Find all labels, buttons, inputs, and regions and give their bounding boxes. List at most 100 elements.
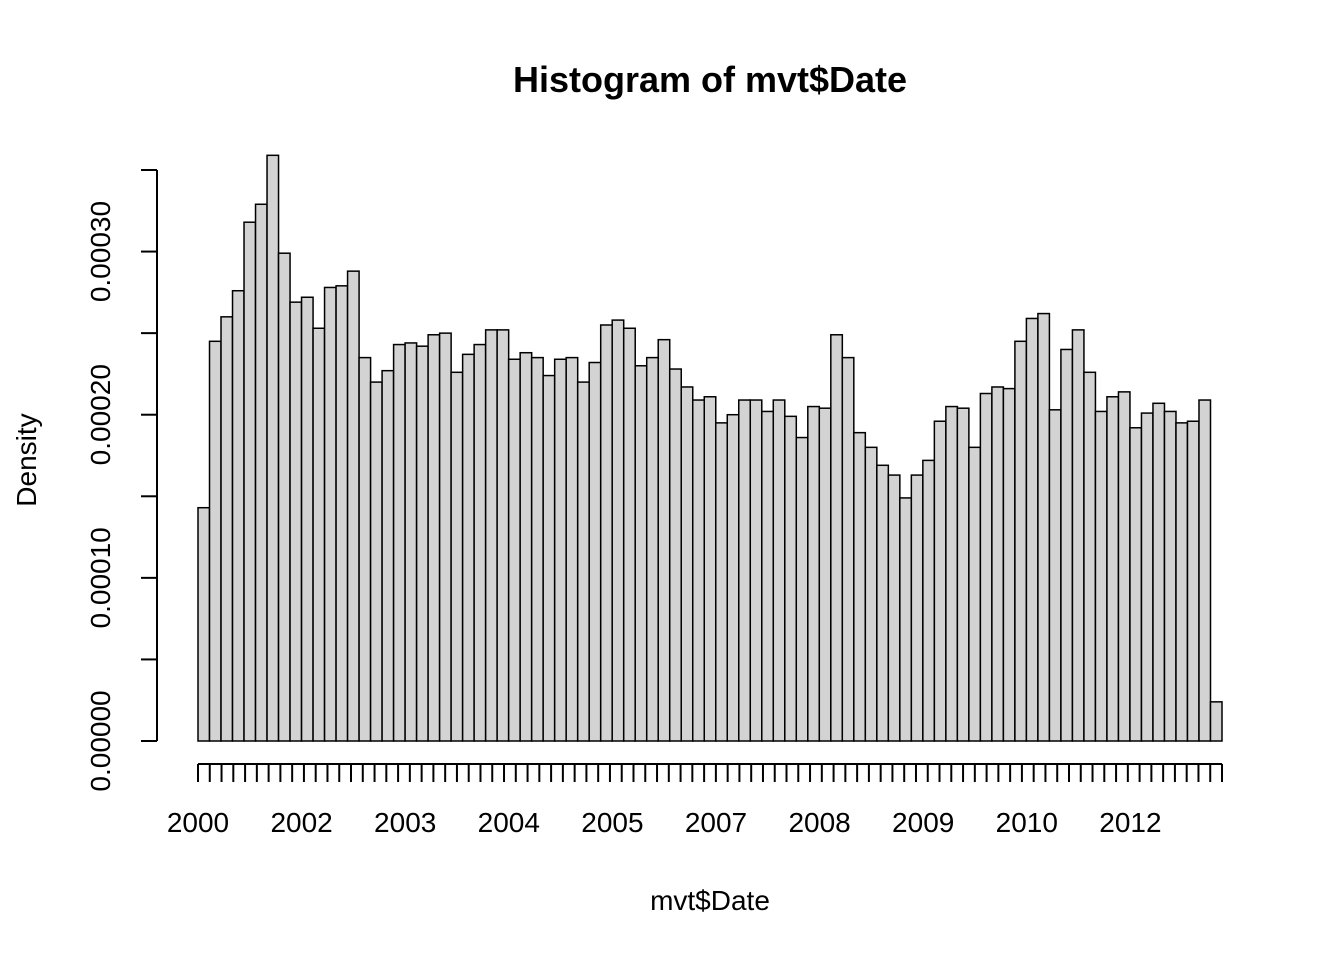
y-axis: 0.00000 0.00010 0.00020 0.00030 <box>85 169 158 792</box>
histogram-bar <box>1140 412 1154 742</box>
histogram-bar <box>243 221 257 742</box>
histogram-bar <box>450 371 464 742</box>
histogram-bar <box>1129 427 1143 742</box>
histogram-bar <box>968 446 982 742</box>
histogram-bar <box>1025 317 1039 742</box>
histogram-bar <box>1094 410 1108 742</box>
histogram-bar <box>415 345 429 742</box>
x-axis-label: mvt$Date <box>650 885 770 916</box>
histogram-bar <box>277 252 291 742</box>
histogram-bar <box>622 327 636 742</box>
histogram-bar <box>438 332 452 742</box>
histogram-bar <box>1048 409 1062 742</box>
histogram-bar <box>266 154 280 742</box>
histogram-bar <box>1163 410 1177 742</box>
histogram-bar <box>461 353 475 742</box>
histogram-bar <box>668 368 682 742</box>
x-axis: 2000 2002 2003 2004 2005 2007 2008 2009 2010 2012 <box>167 763 1223 838</box>
x-tick-label: 2000 <box>167 807 229 838</box>
y-tick-label: 0.00000 <box>85 690 116 791</box>
histogram-bar <box>818 407 832 742</box>
histogram-bar <box>979 392 993 742</box>
histogram-bar <box>749 399 763 742</box>
histogram-bar <box>220 316 234 742</box>
histogram-bar <box>645 356 659 742</box>
histogram-bar <box>807 405 821 742</box>
histogram-bar <box>841 356 855 742</box>
y-tick-label: 0.00030 <box>85 201 116 302</box>
histogram-bar <box>991 386 1005 742</box>
x-tick-label: 2008 <box>788 807 850 838</box>
histogram-bar <box>772 399 786 742</box>
x-tick-label: 2012 <box>1099 807 1161 838</box>
x-tick-label: 2002 <box>270 807 332 838</box>
histogram-bar <box>312 327 326 742</box>
histogram-bar <box>519 351 533 742</box>
histogram-bar <box>1002 387 1016 742</box>
histogram-bar <box>576 381 590 742</box>
histogram-bar <box>864 446 878 742</box>
histogram-bar <box>1186 420 1200 742</box>
histogram-bar <box>784 415 798 742</box>
y-tick-label: 0.00020 <box>85 364 116 465</box>
bars-group <box>197 154 1223 742</box>
histogram-bar <box>761 410 775 742</box>
histogram-bar <box>1209 701 1223 742</box>
histogram-bar <box>691 399 705 742</box>
histogram-bar <box>1198 399 1212 742</box>
histogram-bar <box>1152 402 1166 742</box>
histogram-bar <box>427 334 441 742</box>
histogram-bar <box>197 506 211 742</box>
y-axis-label: Density <box>11 413 42 506</box>
histogram-bar <box>542 374 556 742</box>
histogram-bar <box>611 319 625 742</box>
histogram-bar <box>1175 422 1189 742</box>
histogram-bar <box>346 270 360 742</box>
histogram-bar <box>507 358 521 742</box>
histogram-bar <box>657 338 671 742</box>
histogram-bar <box>1117 391 1131 742</box>
histogram-bar <box>530 356 544 742</box>
histogram-bar <box>392 343 406 742</box>
histogram-bar <box>565 356 579 742</box>
histogram-bar <box>1083 371 1097 742</box>
histogram-bar <box>726 413 740 742</box>
histogram-bar <box>381 369 395 742</box>
histogram-bar <box>208 340 222 742</box>
histogram-bar <box>899 497 913 742</box>
histogram-bar <box>254 203 268 742</box>
histogram-bar <box>922 459 936 742</box>
histogram-bar <box>231 289 245 742</box>
x-tick-label: 2010 <box>996 807 1058 838</box>
chart-title: Histogram of mvt$Date <box>513 59 907 100</box>
histogram-bar <box>738 399 752 742</box>
histogram-bar <box>358 356 372 742</box>
x-tick-label: 2007 <box>685 807 747 838</box>
histogram-bar <box>795 436 809 742</box>
histogram-bar <box>289 301 303 742</box>
histogram-bar <box>484 329 498 742</box>
histogram-bar <box>945 405 959 742</box>
histogram-bar <box>910 474 924 742</box>
histogram-bar <box>933 420 947 742</box>
histogram-bar <box>335 285 349 742</box>
histogram-bar <box>1014 340 1028 742</box>
histogram-bar <box>956 407 970 742</box>
x-tick-label: 2004 <box>478 807 540 838</box>
histogram-bar <box>853 431 867 742</box>
histogram-bar <box>887 474 901 742</box>
histogram-bar <box>703 396 717 742</box>
histogram-bar <box>634 365 648 742</box>
histogram-bar <box>1071 329 1085 742</box>
histogram-bar <box>1037 312 1051 742</box>
histogram-bar <box>1060 348 1074 742</box>
histogram-bar <box>715 422 729 742</box>
histogram-bar <box>369 381 383 742</box>
y-tick-label: 0.00010 <box>85 527 116 628</box>
histogram-bar <box>876 464 890 742</box>
x-tick-label: 2009 <box>892 807 954 838</box>
histogram-bar <box>553 358 567 742</box>
histogram-bar <box>680 386 694 742</box>
x-tick-label: 2005 <box>581 807 643 838</box>
